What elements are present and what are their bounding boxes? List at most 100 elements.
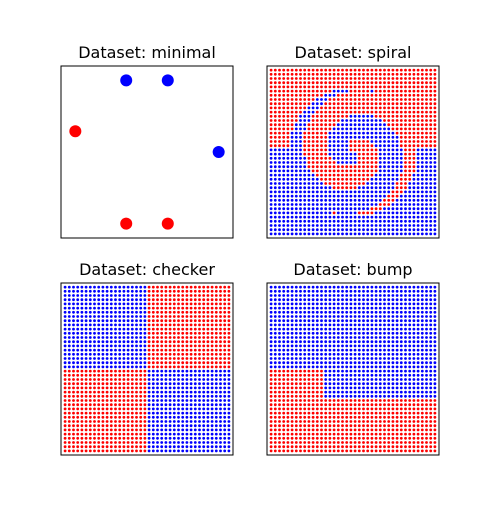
scatter-point-blue (303, 177, 307, 181)
scatter-point-blue (114, 298, 117, 302)
scatter-point-blue (399, 224, 403, 227)
scatter-point-blue (294, 135, 298, 139)
scatter-point-blue (425, 285, 428, 289)
scatter-point-blue (202, 390, 206, 394)
scatter-point-blue (299, 215, 302, 219)
scatter-point-blue (374, 306, 378, 310)
scatter-point-blue (206, 449, 210, 453)
scatter-point-blue (370, 331, 374, 335)
scatter-point-blue (416, 203, 420, 206)
scatter-point-blue (172, 386, 176, 390)
scatter-point-blue (315, 352, 319, 356)
scatter-point-blue (269, 319, 273, 323)
scatter-point-blue (290, 207, 294, 211)
scatter-point-blue (387, 319, 391, 323)
scatter-point-blue (139, 294, 143, 297)
scatter-point-red (328, 420, 332, 423)
scatter-point-blue (147, 420, 151, 423)
scatter-point-blue (370, 302, 374, 306)
scatter-point-blue (282, 207, 286, 211)
scatter-point-red (93, 407, 96, 411)
scatter-point-red (294, 415, 298, 419)
scatter-point-blue (328, 386, 332, 390)
scatter-point-red (378, 77, 382, 80)
scatter-point-blue (294, 357, 298, 360)
scatter-point-blue (101, 327, 105, 331)
scatter-point-red (93, 399, 96, 402)
scatter-point-red (336, 177, 340, 181)
scatter-point-blue (433, 152, 437, 156)
scatter-point-red (156, 294, 159, 297)
scatter-point-blue (315, 365, 319, 369)
scatter-point-red (303, 144, 307, 148)
scatter-point-red (357, 424, 361, 428)
scatter-point-blue (404, 302, 407, 306)
scatter-point-blue (429, 203, 433, 206)
scatter-point-blue (172, 420, 176, 423)
scatter-point-red (177, 331, 180, 335)
scatter-point-blue (395, 173, 399, 177)
scatter-point-blue (315, 177, 319, 181)
scatter-point-red (420, 449, 424, 453)
scatter-point-blue (156, 449, 159, 453)
scatter-point-red (315, 373, 319, 377)
scatter-point-blue (177, 436, 180, 440)
scatter-point-red (139, 373, 143, 377)
scatter-point-red (370, 420, 374, 423)
scatter-point-red (269, 411, 273, 415)
scatter-point-red (101, 390, 105, 394)
scatter-point-blue (185, 394, 189, 398)
scatter-point-red (193, 348, 197, 352)
scatter-point-blue (63, 302, 67, 306)
scatter-point-red (294, 102, 298, 106)
scatter-point-red (320, 415, 323, 419)
scatter-point-blue (303, 302, 307, 306)
scatter-point-blue (307, 211, 311, 215)
scatter-point-red (408, 77, 412, 80)
scatter-point-red (315, 445, 319, 449)
scatter-point-red (412, 148, 416, 152)
scatter-point-blue (109, 310, 113, 314)
scatter-point-red (328, 127, 332, 131)
scatter-point-blue (93, 331, 96, 335)
scatter-point-red (273, 441, 277, 444)
scatter-point-blue (341, 382, 344, 386)
scatter-point-red (320, 407, 323, 411)
scatter-point-blue (214, 441, 218, 444)
scatter-point-blue (387, 336, 391, 339)
scatter-point-blue (223, 449, 227, 453)
scatter-point-red (357, 144, 361, 148)
scatter-point-blue (374, 344, 378, 348)
scatter-point-blue (345, 365, 349, 369)
scatter-point-blue (126, 285, 130, 289)
scatter-point-red (105, 378, 109, 381)
scatter-point-blue (122, 331, 126, 335)
scatter-point-red (341, 165, 344, 169)
scatter-point-blue (311, 232, 315, 236)
scatter-point-red (143, 432, 147, 436)
scatter-point-blue (404, 306, 407, 310)
scatter-point-red (269, 445, 273, 449)
scatter-point-blue (67, 306, 71, 310)
scatter-point-red (404, 420, 407, 423)
scatter-point-red (420, 144, 424, 148)
scatter-point-blue (151, 445, 155, 449)
scatter-point-blue (299, 361, 302, 365)
scatter-point-red (168, 285, 172, 289)
scatter-point-red (408, 161, 412, 164)
scatter-point-red (135, 432, 138, 436)
scatter-point-red (391, 93, 395, 97)
scatter-point-blue (349, 127, 353, 131)
scatter-point-red (315, 394, 319, 398)
scatter-point-blue (328, 135, 332, 139)
scatter-point-red (315, 135, 319, 139)
scatter-point-red (366, 152, 370, 156)
scatter-point-red (311, 369, 315, 373)
scatter-point-red (143, 407, 147, 411)
scatter-point-blue (273, 161, 277, 164)
scatter-point-red (181, 294, 185, 297)
scatter-point-red (72, 449, 75, 453)
scatter-point-blue (349, 386, 353, 390)
scatter-point-blue (282, 177, 286, 181)
scatter-point-blue (290, 298, 294, 302)
